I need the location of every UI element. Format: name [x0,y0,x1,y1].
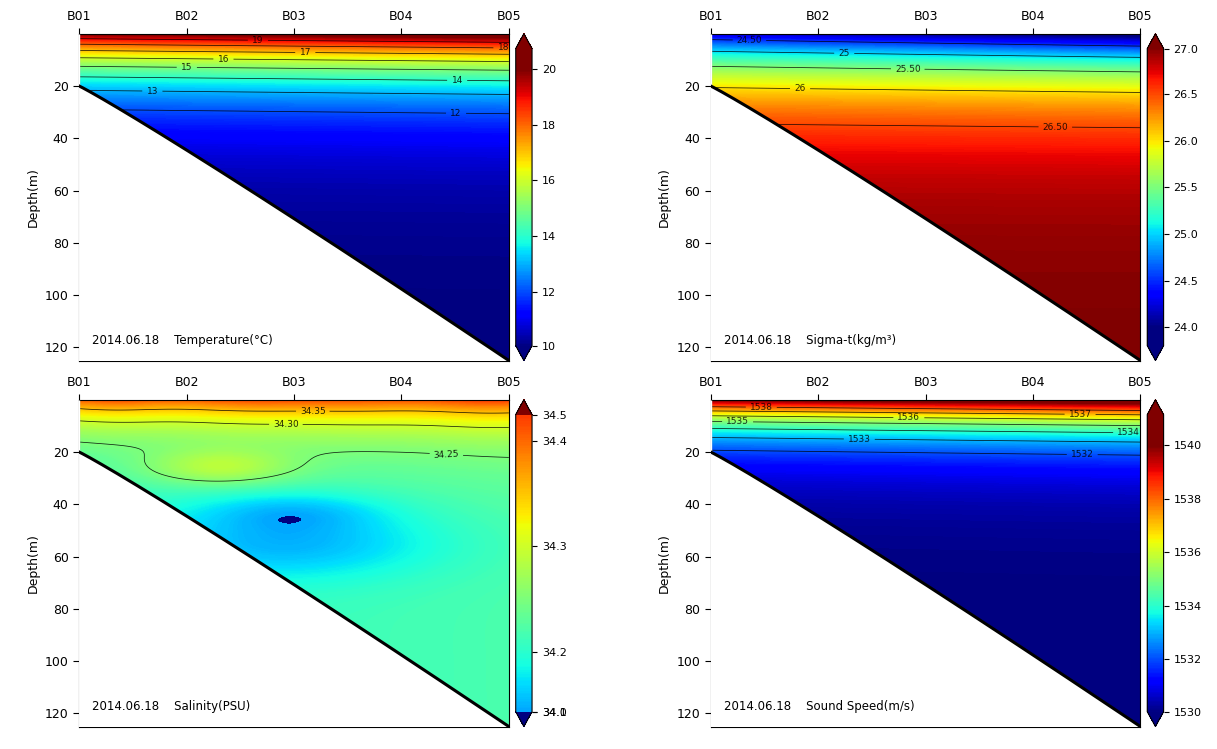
Text: 1536: 1536 [897,413,920,422]
Text: 14: 14 [452,76,462,85]
Text: 18: 18 [498,43,509,52]
Text: 2014.06.18    Sigma-t(kg/m³): 2014.06.18 Sigma-t(kg/m³) [724,335,896,348]
Text: 34.25: 34.25 [433,449,459,460]
PathPatch shape [1148,400,1163,415]
Polygon shape [79,86,509,360]
Text: 16: 16 [218,55,229,64]
PathPatch shape [516,345,532,360]
Text: 1534: 1534 [1117,428,1140,437]
Text: 26.50: 26.50 [1043,122,1069,132]
Text: 2014.06.18    Salinity(PSU): 2014.06.18 Salinity(PSU) [92,700,251,714]
Y-axis label: Depth(m): Depth(m) [27,167,39,227]
PathPatch shape [516,34,532,49]
PathPatch shape [516,712,532,727]
PathPatch shape [1148,34,1163,49]
Text: 1538: 1538 [750,403,773,412]
Text: 13: 13 [146,87,158,96]
Text: 17: 17 [299,48,312,57]
Y-axis label: Depth(m): Depth(m) [658,533,671,593]
Polygon shape [79,452,509,727]
Polygon shape [711,452,1140,727]
Text: 19: 19 [252,36,264,45]
Text: 34.30: 34.30 [273,419,299,429]
PathPatch shape [516,400,532,415]
Text: 2014.06.18    Sound Speed(m/s): 2014.06.18 Sound Speed(m/s) [724,700,914,714]
Y-axis label: Depth(m): Depth(m) [658,167,671,227]
Polygon shape [711,86,1140,360]
Text: 2014.06.18    Temperature(°C): 2014.06.18 Temperature(°C) [92,335,273,348]
PathPatch shape [1148,712,1163,727]
Text: 25: 25 [839,49,849,58]
Y-axis label: Depth(m): Depth(m) [27,533,39,593]
Text: 12: 12 [450,109,461,118]
Text: 24.50: 24.50 [736,35,762,45]
Text: 1532: 1532 [1071,450,1094,459]
Text: 1537: 1537 [1069,410,1092,419]
Text: 1535: 1535 [727,417,750,426]
PathPatch shape [1148,345,1163,360]
Text: 15: 15 [181,63,192,72]
Text: 34.35: 34.35 [299,407,326,416]
Text: 25.50: 25.50 [894,64,921,73]
Text: 1533: 1533 [848,434,871,443]
Text: 26: 26 [795,84,806,93]
